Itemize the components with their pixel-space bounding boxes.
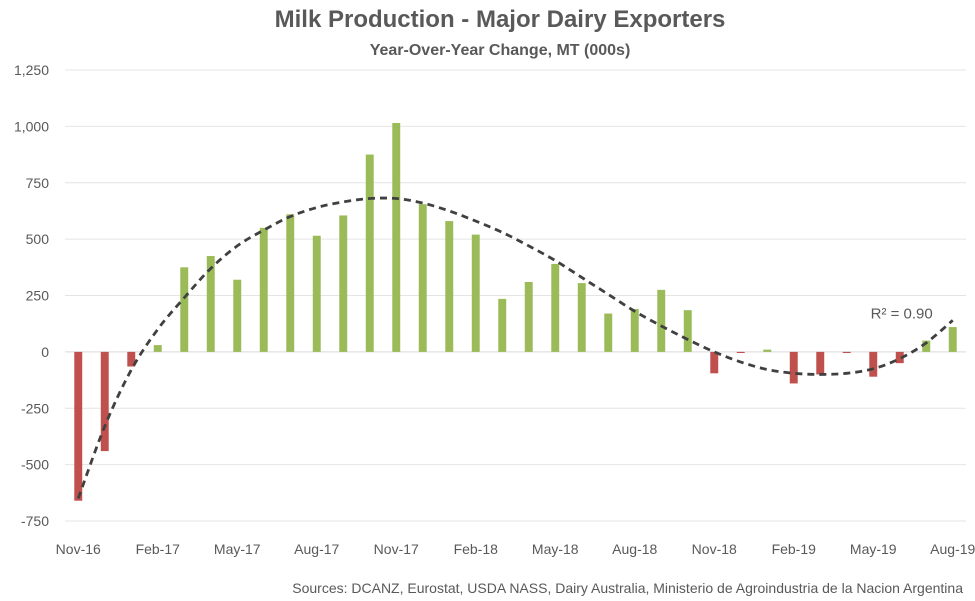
bar-Mar-17 (180, 267, 189, 352)
bar-Nov-18 (710, 351, 719, 374)
chart-title: Milk Production - Major Dairy Exporters (274, 6, 726, 33)
y-tick-label: 500 (26, 231, 50, 247)
bar-Jan-18 (445, 221, 454, 352)
r-squared-label: R² = 0.90 (871, 305, 933, 322)
bar-Nov-16 (74, 351, 83, 501)
y-tick-label: -250 (21, 400, 49, 416)
bar-Jan-17 (127, 351, 136, 367)
bar-Aug-18 (630, 309, 639, 352)
bar-Jan-19 (763, 349, 772, 352)
bar-Nov-17 (392, 122, 401, 352)
x-axis: Nov-16 Feb-17 May-17 Aug-17 Nov-17 Feb-18 May-… (56, 541, 975, 557)
bar-Feb-19 (789, 351, 798, 384)
y-tick-label: -500 (21, 457, 49, 473)
bar-Jun-18 (577, 283, 586, 352)
bar-Apr-19 (842, 351, 851, 354)
bar-Dec-17 (418, 204, 427, 352)
bar-Apr-18 (524, 281, 533, 352)
bar-Aug-17 (312, 235, 321, 352)
bar-Oct-17 (365, 154, 374, 352)
x-tick-label: Feb-17 (136, 541, 181, 557)
bar-Jun-19 (895, 351, 904, 364)
bar-Feb-17 (153, 345, 162, 352)
y-tick-label: -750 (21, 513, 49, 529)
bar-Oct-18 (683, 310, 692, 352)
bar-Dec-18 (736, 351, 745, 354)
bar-Jul-19 (922, 340, 931, 352)
source-note: Sources: DCANZ, Eurostat, USDA NASS, Dai… (292, 580, 963, 596)
bar-Apr-17 (206, 256, 215, 352)
bar-May-19 (869, 351, 878, 377)
bars (74, 122, 957, 501)
y-tick-label: 750 (26, 175, 50, 191)
x-tick-label: May-17 (214, 541, 261, 557)
bar-Sep-18 (657, 289, 666, 352)
y-tick-label: 250 (26, 288, 50, 304)
trendline (76, 196, 954, 499)
x-tick-label: Aug-18 (612, 541, 657, 557)
y-axis: -750 -500 -250 0 250 500 750 1,000 1,250 (14, 62, 49, 529)
bar-Dec-16 (100, 351, 109, 452)
x-tick-label: Aug-17 (294, 541, 339, 557)
chart-subtitle: Year-Over-Year Change, MT (000s) (369, 42, 631, 59)
x-tick-label: Nov-17 (374, 541, 419, 557)
bar-Jul-17 (286, 214, 295, 352)
x-tick-label: Feb-19 (772, 541, 817, 557)
y-tick-label: 1,000 (14, 118, 49, 134)
y-tick-label: 0 (41, 344, 49, 360)
trendline-path (76, 196, 954, 499)
y-tick-label: 1,250 (14, 62, 49, 78)
x-tick-label: Nov-18 (692, 541, 737, 557)
bar-Jul-18 (604, 313, 613, 352)
x-tick-label: May-19 (850, 541, 897, 557)
bar-Mar-18 (498, 298, 507, 352)
x-tick-label: May-18 (532, 541, 579, 557)
bar-May-17 (233, 279, 242, 352)
bar-Aug-19 (948, 327, 957, 352)
bar-Sep-17 (339, 215, 348, 352)
x-tick-label: Aug-19 (930, 541, 975, 557)
x-tick-label: Feb-18 (454, 541, 499, 557)
bar-Mar-19 (816, 351, 825, 375)
bar-Jun-17 (259, 227, 268, 352)
gridlines (65, 69, 966, 522)
bar-Feb-18 (471, 234, 480, 352)
x-tick-label: Nov-16 (56, 541, 101, 557)
bar-May-18 (551, 263, 560, 352)
